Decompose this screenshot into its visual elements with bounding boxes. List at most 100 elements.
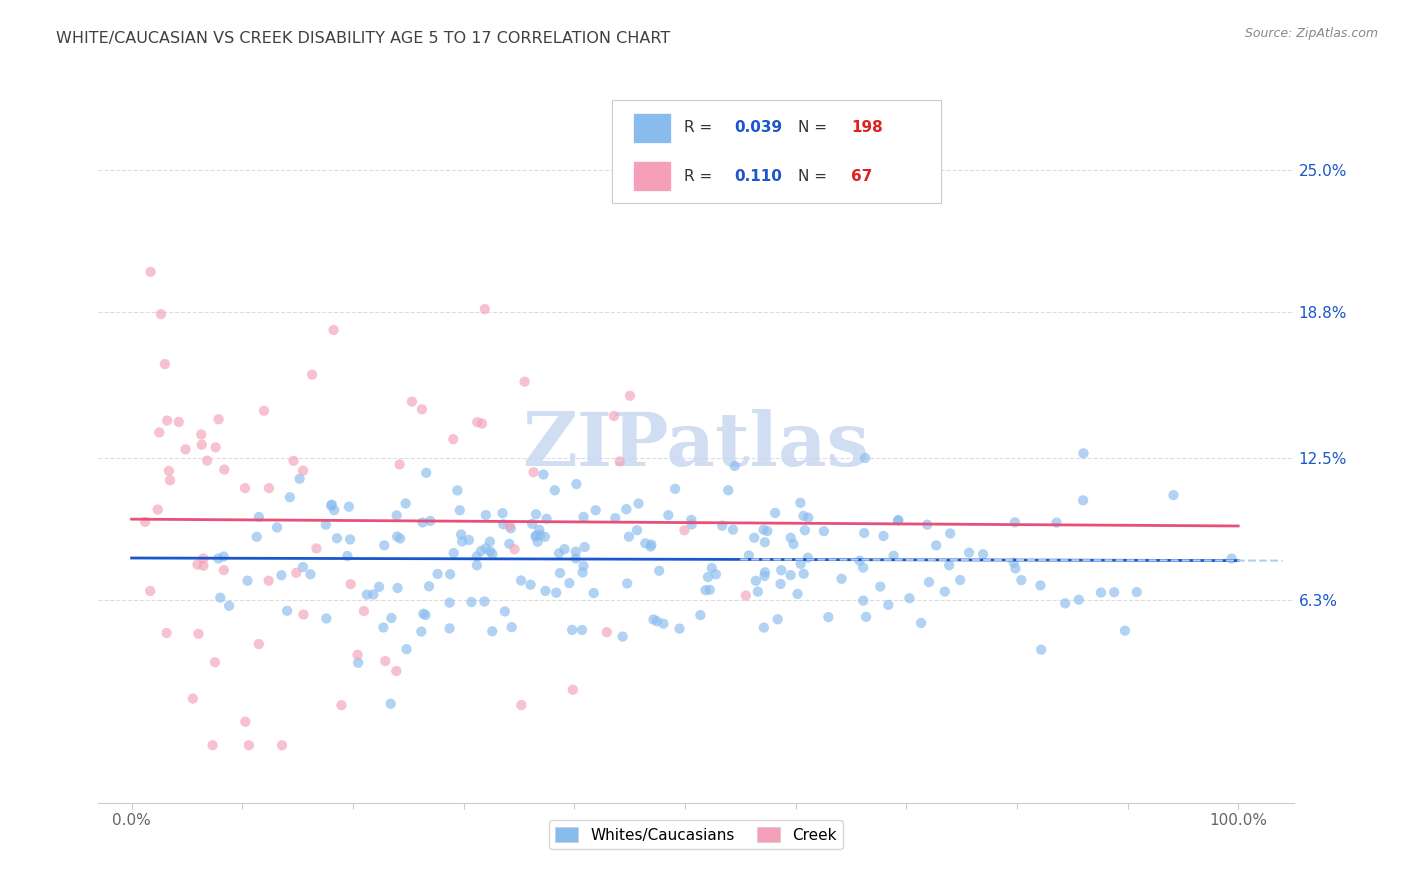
Point (939, 526, 962, 541)
Point (1029, 578, 1052, 592)
Point (475, 508, 498, 522)
Point (214, 462, 236, 476)
Point (207, 412, 229, 426)
Point (534, 583, 557, 598)
Point (412, 607, 434, 621)
Point (195, 453, 218, 467)
Point (887, 513, 910, 527)
Point (934, 584, 956, 599)
Point (415, 466, 437, 480)
Point (278, 490, 301, 504)
Point (388, 458, 411, 472)
Point (209, 591, 232, 605)
Point (536, 512, 558, 526)
FancyBboxPatch shape (633, 112, 671, 143)
Point (411, 402, 433, 417)
Text: 0.110: 0.110 (734, 169, 782, 184)
Point (697, 570, 720, 584)
Point (619, 389, 641, 403)
Point (1002, 556, 1025, 570)
Point (565, 477, 588, 491)
Point (565, 551, 588, 566)
Text: R =: R = (685, 120, 717, 135)
Point (616, 576, 638, 591)
Point (1010, 573, 1032, 587)
Point (134, 515, 156, 529)
Point (1067, 592, 1090, 607)
Point (742, 531, 765, 545)
Point (385, 664, 408, 678)
Point (626, 523, 648, 537)
Point (501, 620, 523, 634)
Point (763, 506, 786, 520)
Point (766, 612, 789, 626)
Point (291, 560, 314, 574)
Point (673, 523, 696, 537)
Text: 67: 67 (852, 169, 873, 184)
Point (491, 506, 513, 520)
Point (938, 558, 960, 573)
Point (353, 604, 375, 618)
Point (915, 517, 938, 532)
Point (770, 563, 793, 577)
Point (187, 627, 209, 641)
Point (681, 513, 703, 527)
Point (645, 614, 668, 628)
Point (236, 574, 259, 588)
Point (167, 415, 190, 429)
Point (519, 578, 541, 592)
Point (474, 594, 496, 608)
Point (831, 572, 853, 586)
Text: N =: N = (797, 169, 831, 184)
Point (1071, 493, 1094, 508)
Point (883, 549, 905, 563)
Point (529, 523, 551, 537)
Point (148, 425, 170, 440)
Point (789, 557, 811, 571)
Point (315, 517, 337, 532)
Point (492, 517, 515, 532)
Point (337, 500, 360, 514)
Point (415, 607, 437, 622)
Point (853, 526, 876, 541)
Point (561, 682, 583, 697)
Point (356, 588, 378, 602)
Point (648, 564, 671, 578)
Point (503, 542, 526, 557)
Point (689, 608, 711, 623)
Point (238, 738, 260, 752)
Point (301, 368, 323, 382)
Point (247, 637, 270, 651)
Point (792, 508, 814, 523)
Legend: Whites/Caucasians, Creek: Whites/Caucasians, Creek (548, 821, 844, 848)
Point (321, 498, 343, 512)
Point (738, 549, 761, 563)
Point (793, 523, 815, 537)
Point (872, 529, 894, 543)
Point (972, 547, 994, 561)
Point (910, 615, 932, 630)
Point (756, 524, 779, 538)
Point (439, 596, 461, 610)
Point (385, 529, 408, 543)
Point (1125, 585, 1147, 599)
Point (571, 566, 593, 580)
Point (299, 567, 322, 582)
Point (612, 630, 634, 644)
Point (481, 547, 503, 561)
Point (498, 537, 520, 551)
Point (395, 642, 418, 657)
Point (574, 540, 596, 554)
Point (1031, 642, 1053, 657)
Text: 198: 198 (852, 120, 883, 135)
Point (1090, 585, 1112, 599)
Point (779, 568, 801, 582)
Point (887, 513, 910, 527)
Point (153, 357, 176, 371)
Point (918, 575, 941, 590)
Point (257, 574, 280, 588)
Point (323, 503, 346, 517)
Point (510, 574, 533, 588)
Point (546, 585, 568, 599)
Point (869, 580, 891, 594)
